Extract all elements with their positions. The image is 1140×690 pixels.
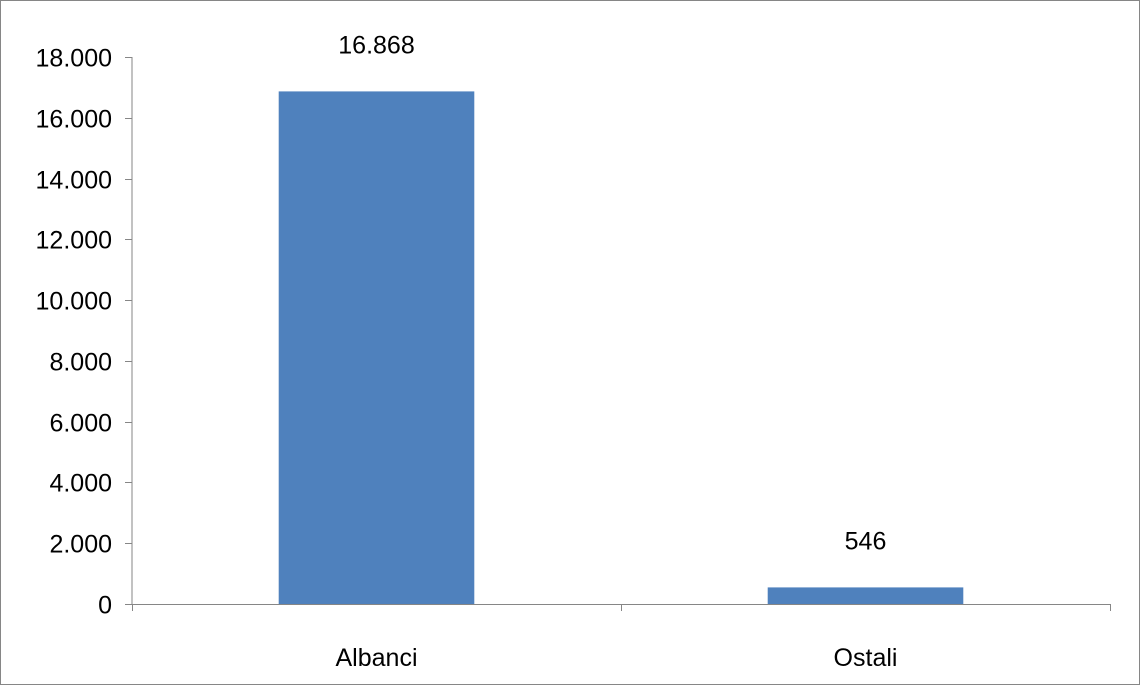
y-tick-label: 16.000 <box>36 106 112 134</box>
y-axis: 0 2.000 4.000 6.000 8.000 10.000 12.000 14.000 1… <box>36 45 133 620</box>
y-tick-label: 0 <box>98 592 112 620</box>
y-tick-label: 2.000 <box>49 531 112 559</box>
x-category-label: Albanci <box>336 644 418 672</box>
value-label: 546 <box>845 527 887 555</box>
y-tick-label: 6.000 <box>49 410 112 438</box>
y-tick-label: 14.000 <box>36 167 112 195</box>
data-labels: 16.868 546 <box>338 31 886 555</box>
y-tick-label: 4.000 <box>49 470 112 498</box>
bar-ostali <box>767 587 964 604</box>
y-tick-label: 8.000 <box>49 349 112 377</box>
x-axis: Albanci Ostali <box>132 604 1111 672</box>
y-tick-label: 12.000 <box>36 227 112 255</box>
bars <box>278 91 964 605</box>
y-tick-label: 18.000 <box>36 45 112 73</box>
x-category-label: Ostali <box>834 644 898 672</box>
value-label: 16.868 <box>338 31 414 59</box>
bar-albanci <box>278 91 475 605</box>
y-tick-label: 10.000 <box>36 288 112 316</box>
